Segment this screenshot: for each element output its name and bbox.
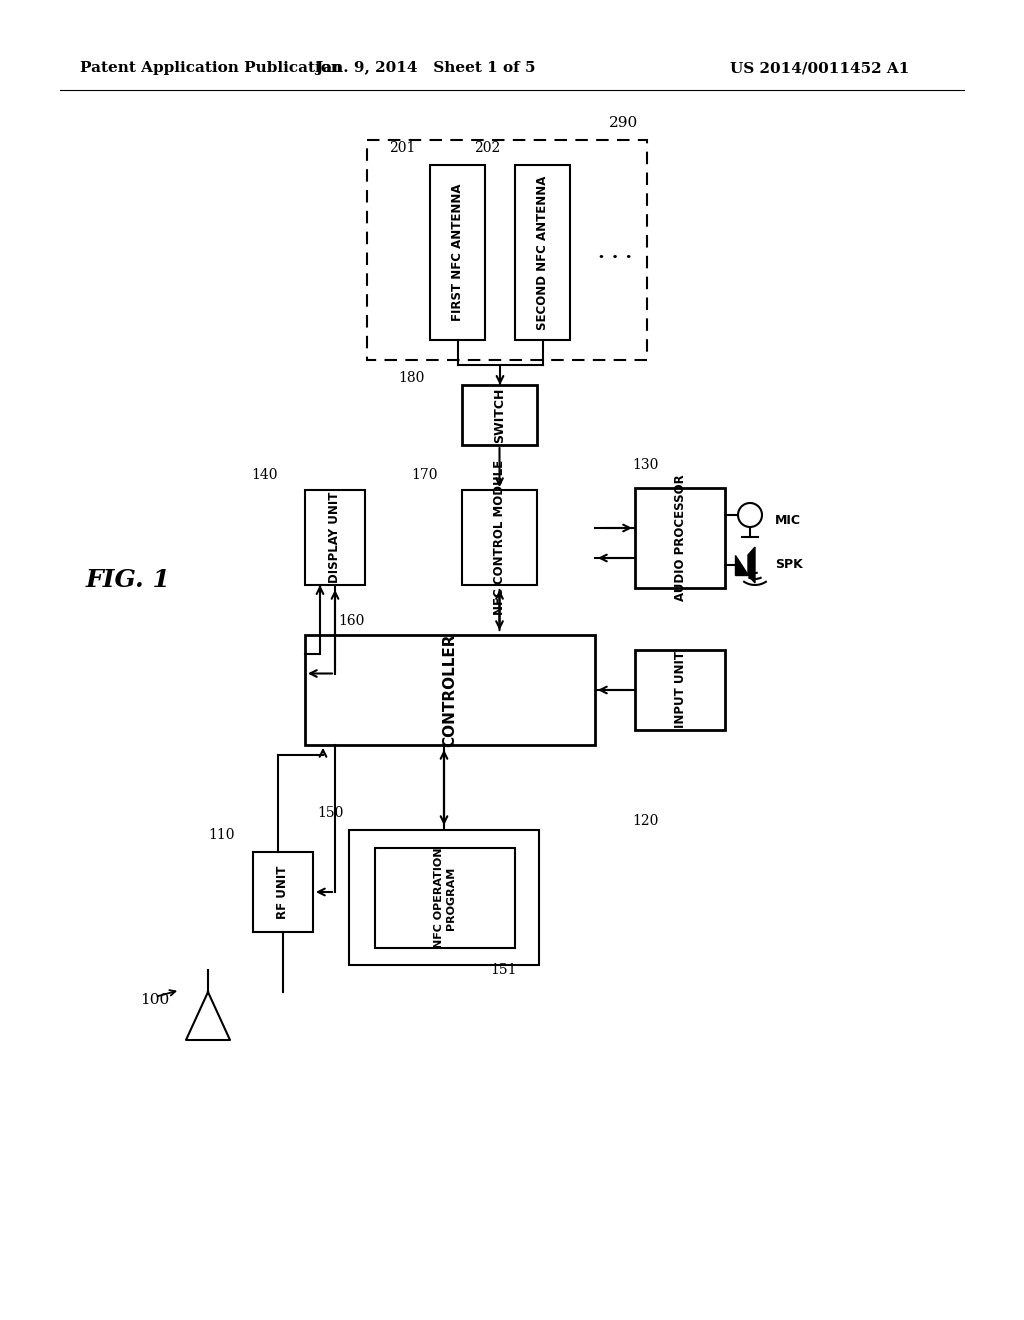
Text: 110: 110 xyxy=(209,828,234,842)
Text: 100: 100 xyxy=(140,993,170,1007)
Text: . . .: . . . xyxy=(598,244,632,261)
Bar xyxy=(635,649,725,730)
Text: Jan. 9, 2014   Sheet 1 of 5: Jan. 9, 2014 Sheet 1 of 5 xyxy=(314,61,536,75)
Bar xyxy=(305,490,365,585)
Text: 160: 160 xyxy=(339,614,365,628)
Bar xyxy=(375,847,515,948)
Text: 150: 150 xyxy=(317,807,344,820)
Text: SWITCH: SWITCH xyxy=(493,387,506,442)
Bar xyxy=(367,140,647,360)
Polygon shape xyxy=(735,554,748,576)
Text: 170: 170 xyxy=(412,469,438,482)
Bar xyxy=(305,635,595,744)
Text: NFC CONTROL MODULE: NFC CONTROL MODULE xyxy=(493,459,506,615)
Text: STORAGE UNIT: STORAGE UNIT xyxy=(437,847,451,946)
Text: Patent Application Publication: Patent Application Publication xyxy=(80,61,342,75)
Circle shape xyxy=(738,503,762,527)
Bar xyxy=(349,830,539,965)
Text: RF UNIT: RF UNIT xyxy=(276,866,290,919)
Bar xyxy=(253,851,313,932)
Text: 130: 130 xyxy=(632,458,658,473)
Bar xyxy=(430,165,485,341)
Text: MIC: MIC xyxy=(775,513,801,527)
Bar xyxy=(515,165,570,341)
Text: 202: 202 xyxy=(474,141,500,154)
Text: SECOND NFC ANTENNA: SECOND NFC ANTENNA xyxy=(536,176,549,330)
Text: FIG. 1: FIG. 1 xyxy=(86,568,170,591)
Text: DISPLAY UNIT: DISPLAY UNIT xyxy=(329,492,341,583)
Bar xyxy=(635,488,725,587)
Text: US 2014/0011452 A1: US 2014/0011452 A1 xyxy=(730,61,909,75)
Text: INPUT UNIT: INPUT UNIT xyxy=(674,652,686,729)
Text: 290: 290 xyxy=(608,116,638,129)
Bar xyxy=(462,385,537,445)
Text: CONTROLLER: CONTROLLER xyxy=(442,634,458,747)
Text: 120: 120 xyxy=(632,814,658,828)
Text: AUDIO PROCESSOR: AUDIO PROCESSOR xyxy=(674,475,686,602)
Text: SPK: SPK xyxy=(775,558,803,572)
Text: 201: 201 xyxy=(389,141,415,154)
Text: 151: 151 xyxy=(490,964,516,977)
Text: 140: 140 xyxy=(252,469,278,482)
Text: 180: 180 xyxy=(398,371,425,385)
Polygon shape xyxy=(748,546,755,583)
Bar xyxy=(462,490,537,585)
Text: FIRST NFC ANTENNA: FIRST NFC ANTENNA xyxy=(451,183,464,321)
Text: NFC OPERATION
PROGRAM: NFC OPERATION PROGRAM xyxy=(434,847,456,948)
